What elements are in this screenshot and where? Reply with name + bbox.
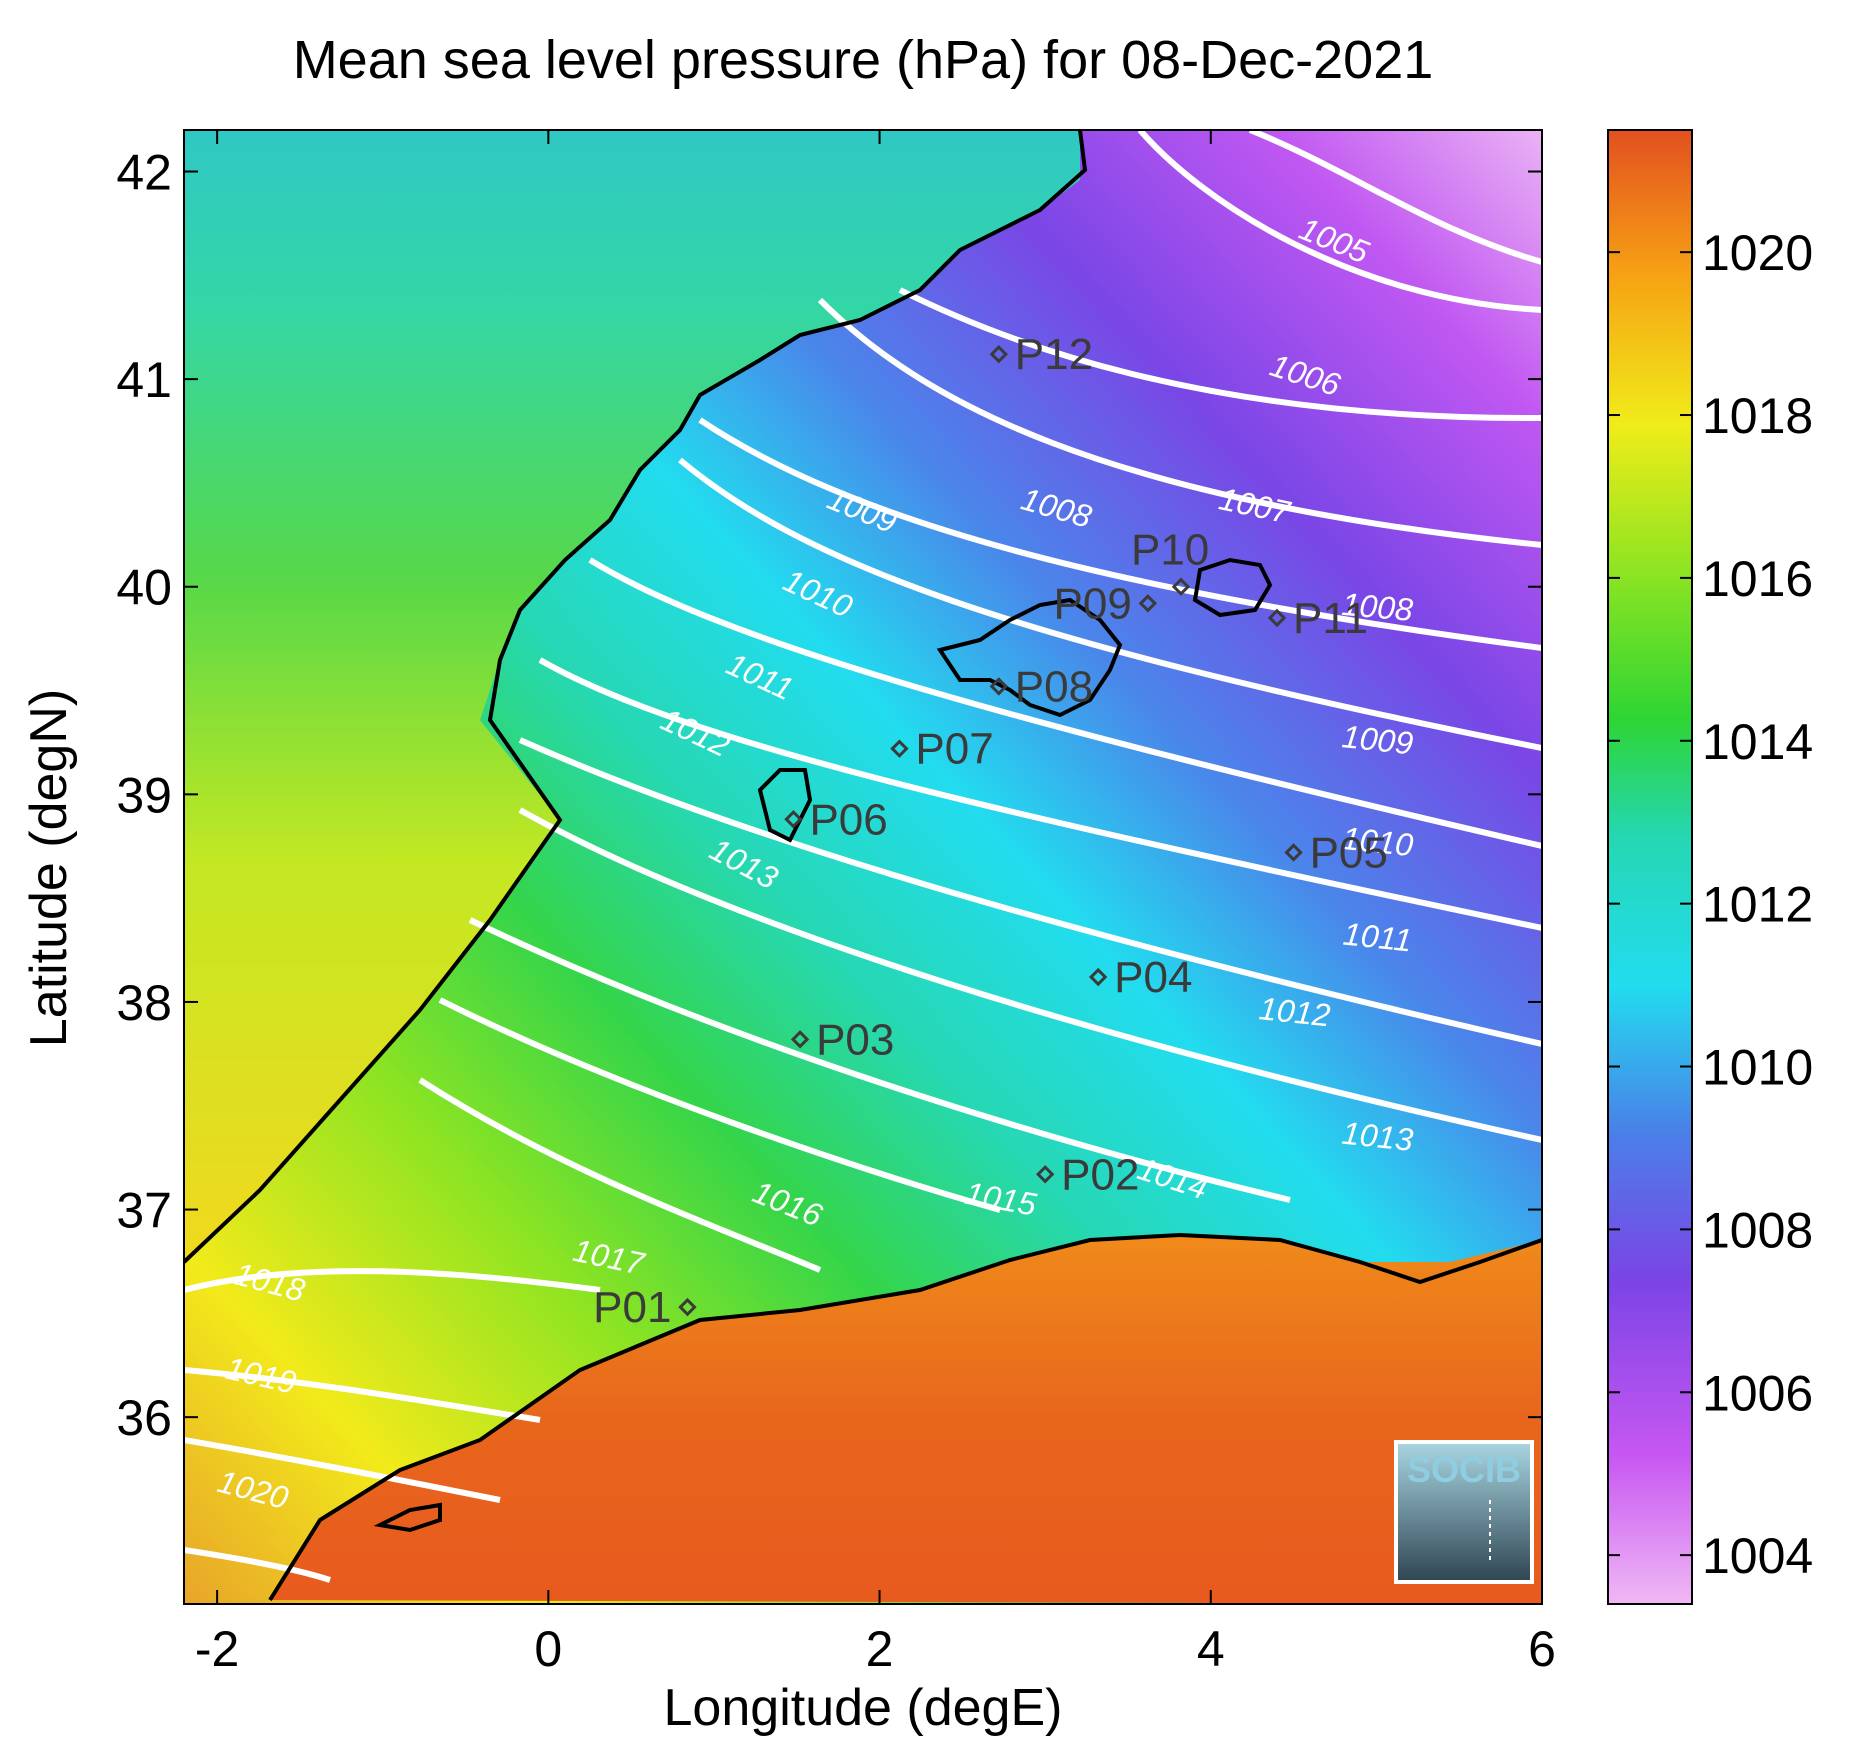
station-marker — [989, 677, 1008, 696]
coast-menorca — [1192, 557, 1273, 618]
coast-ibiza — [757, 768, 813, 843]
contour-label: 1008 — [1340, 586, 1414, 628]
land-iberia — [184, 130, 1080, 1262]
y-tick-label: 39 — [116, 767, 172, 823]
colorbar: 1004 1006 1008 1010 1012 1014 1016 1018 1020 — [1607, 129, 1813, 1605]
station-marker — [1035, 1165, 1055, 1184]
station-label: P08 — [1015, 662, 1093, 711]
station-label: P04 — [1114, 953, 1192, 1002]
station-label: P12 — [1015, 330, 1093, 379]
colorbar-tick-label: 1008 — [1702, 1202, 1813, 1258]
y-tick-label: 38 — [116, 975, 172, 1031]
colorbar-tick-label: 1020 — [1702, 225, 1813, 281]
colorbar-tick-label: 1006 — [1702, 1365, 1813, 1421]
station-marker — [1171, 577, 1191, 596]
contour-label: 1013 — [1340, 1115, 1415, 1158]
map-frame — [183, 129, 1543, 1605]
colorbar-ticks: 1004 1006 1008 1010 1012 1014 1016 1018 1020 — [1608, 225, 1813, 1584]
colorbar-tick-label: 1018 — [1702, 388, 1813, 444]
contour-label: 1012 — [1257, 990, 1332, 1033]
x-tick-label: 0 — [534, 1621, 562, 1677]
y-tick-label: 37 — [116, 1183, 172, 1239]
isobars — [184, 130, 1542, 1583]
colorbar-tick-label: 1004 — [1702, 1528, 1813, 1584]
colorbar-tick-label: 1010 — [1702, 1040, 1813, 1096]
station-marker — [1088, 967, 1108, 987]
station-label: P02 — [1061, 1150, 1139, 1199]
coast-alboran — [373, 1502, 442, 1533]
socib-logo-text: SOCIB — [1407, 1449, 1521, 1490]
station-label: P03 — [816, 1015, 894, 1064]
station-marker — [1267, 608, 1287, 628]
colorbar-tick-label: 1016 — [1702, 551, 1813, 607]
x-tick-label: 2 — [866, 1621, 894, 1677]
contour-label: 1011 — [1341, 916, 1413, 959]
station-marker — [989, 345, 1008, 364]
contour-label: 1009 — [1340, 718, 1415, 761]
station-marker — [784, 810, 803, 829]
colorbar-tick-label: 1014 — [1702, 714, 1813, 770]
socib-logo: SOCIB — [1394, 1440, 1534, 1584]
station-marker — [678, 1297, 697, 1317]
y-axis: 36 37 38 39 40 41 42 — [116, 145, 1542, 1446]
y-axis-label: Latitude (degN) — [20, 689, 78, 1047]
y-tick-label: 42 — [116, 145, 172, 201]
x-axis-label: Longitude (degE) — [664, 1679, 1063, 1737]
contour-label: 1010 — [1340, 820, 1415, 863]
station-marker — [790, 1030, 810, 1049]
y-tick-label: 36 — [116, 1390, 172, 1446]
x-tick-label: 6 — [1528, 1621, 1556, 1677]
station-marker — [1138, 594, 1158, 613]
y-tick-label: 41 — [116, 352, 172, 408]
land-africa — [270, 1235, 1542, 1604]
station-marker — [890, 739, 909, 758]
station-marker — [1284, 843, 1303, 862]
x-tick-label: -2 — [195, 1621, 239, 1677]
colorbar-tick-label: 1012 — [1702, 877, 1813, 933]
x-tick-label: 4 — [1197, 1621, 1225, 1677]
station-label: P07 — [915, 725, 993, 774]
map-plot-area: 1005100610071008100810091009101010101011… — [184, 130, 1542, 1604]
station-label: P10 — [1131, 526, 1209, 575]
y-tick-label: 40 — [116, 560, 172, 616]
station-label: P01 — [593, 1283, 671, 1332]
station-label: P06 — [809, 795, 887, 844]
map-title: Mean sea level pressure (hPa) for 08-Dec… — [293, 30, 1434, 90]
station-label: P11 — [1293, 594, 1368, 643]
station-label: P09 — [1054, 579, 1132, 628]
station-label: P05 — [1310, 828, 1388, 877]
colorbar-gradient — [1607, 129, 1693, 1605]
x-axis: -2 0 2 4 6 — [195, 130, 1556, 1677]
